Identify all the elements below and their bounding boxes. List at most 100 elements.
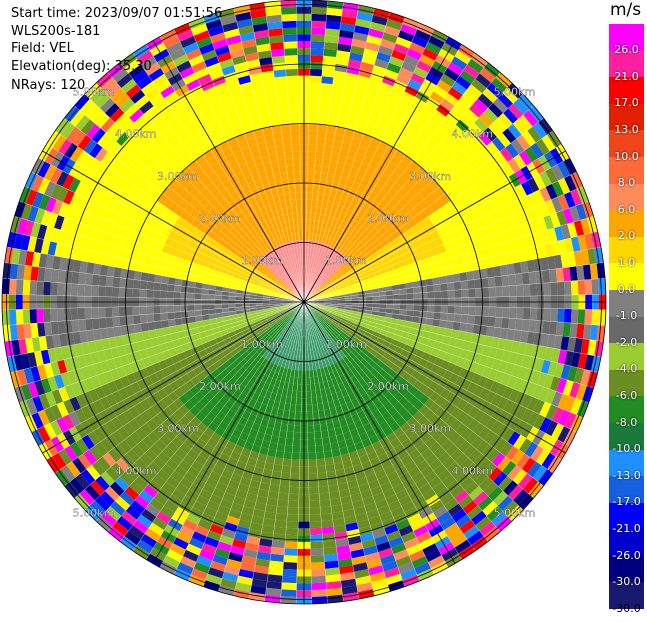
velocity-gate [84,308,92,320]
velocity-gate [292,446,300,453]
velocity-gate [78,284,85,296]
velocity-gate [71,272,79,285]
velocity-gate [313,418,320,426]
velocity-gate [307,425,314,432]
velocity-gate [467,280,475,290]
velocity-gate [167,312,175,320]
velocity-gate [441,291,448,299]
velocity-gate [440,283,448,291]
velocity-gate [291,459,300,466]
velocity-gate [550,309,558,322]
velocity-gate [133,306,140,315]
velocity-gate [446,275,454,284]
velocity-gate [434,305,441,312]
velocity-gate [447,313,455,321]
velocity-gate [309,500,320,507]
velocity-gate [287,425,294,433]
velocity-gate [293,439,301,446]
velocity-gate [311,28,326,36]
velocity-gate [322,63,335,71]
velocity-gate [215,295,222,300]
velocity-gate [311,583,326,591]
velocity-gate [295,412,301,419]
velocity-gate [30,281,38,296]
velocity-gate [294,425,301,432]
velocity-gate [318,124,328,132]
velocity-gate [274,520,286,528]
velocity-gate [296,398,302,405]
velocity-gate [44,268,52,282]
velocity-gate [194,305,201,311]
velocity-gate [571,309,579,324]
velocity-gate [50,282,58,295]
velocity-gate [181,292,188,299]
velocity-gate [307,172,314,179]
velocity-gate [281,589,297,597]
velocity-gate [319,104,330,112]
velocity-gate [315,445,323,453]
velocity-gate [516,285,524,297]
velocity-gate [308,158,316,165]
velocity-gate [134,271,142,281]
velocity-gate [307,179,314,186]
velocity-gate [413,287,420,294]
velocity-gate [313,186,320,193]
velocity-gate [414,293,421,299]
velocity-gate [310,528,322,536]
velocity-gate [311,41,325,49]
velocity-gate [154,313,162,321]
velocity-gate [310,521,322,528]
velocity-gate [433,284,441,292]
velocity-gate [313,411,320,418]
velocity-gate [64,308,72,321]
velocity-gate [112,307,119,317]
velocity-gate [311,34,325,42]
velocity-gate [400,294,407,300]
velocity-gate [308,131,317,138]
velocity-gate [167,291,174,298]
velocity-gate [544,283,552,296]
velocity-gate [308,446,316,453]
velocity-gate [293,432,300,439]
velocity-gate [571,281,579,296]
velocity-gate [459,323,467,332]
velocity-gate [323,547,337,555]
velocity-gate [310,55,323,63]
velocity-gate [322,69,335,77]
velocity-gate [2,278,10,294]
velocity-gate [307,192,313,199]
velocity-gate [308,439,316,446]
velocity-gate [43,309,51,323]
velocity-gate [181,311,189,318]
velocity-gate [313,179,320,187]
velocity-gate [556,268,564,282]
velocity-gate [323,444,332,452]
velocity-gate [564,309,572,323]
velocity-gate [312,596,328,604]
velocity-gate [321,76,333,84]
velocity-gate [448,306,455,314]
velocity-gate [420,305,427,312]
velocity-gate [448,290,455,298]
velocity-gate [286,528,298,536]
velocity-gate [420,311,428,318]
velocity-gate [467,315,475,325]
velocity-gate [535,320,543,333]
velocity-gate [496,286,503,297]
velocity-gate [44,322,52,336]
velocity-gate [400,305,407,311]
velocity-gate [280,596,296,604]
velocity-gate [591,310,599,326]
velocity-gate [314,172,321,180]
velocity-gate [308,137,317,144]
velocity-gate [187,293,194,299]
velocity-gate [309,96,320,103]
velocity-gate [154,321,162,330]
velocity-gate [274,457,283,465]
velocity-gate [91,307,98,318]
velocity-gate [454,314,462,323]
velocity-gate [141,323,149,332]
velocity-gate [285,542,298,550]
velocity-gate [323,56,337,64]
velocity-gate [154,275,162,284]
